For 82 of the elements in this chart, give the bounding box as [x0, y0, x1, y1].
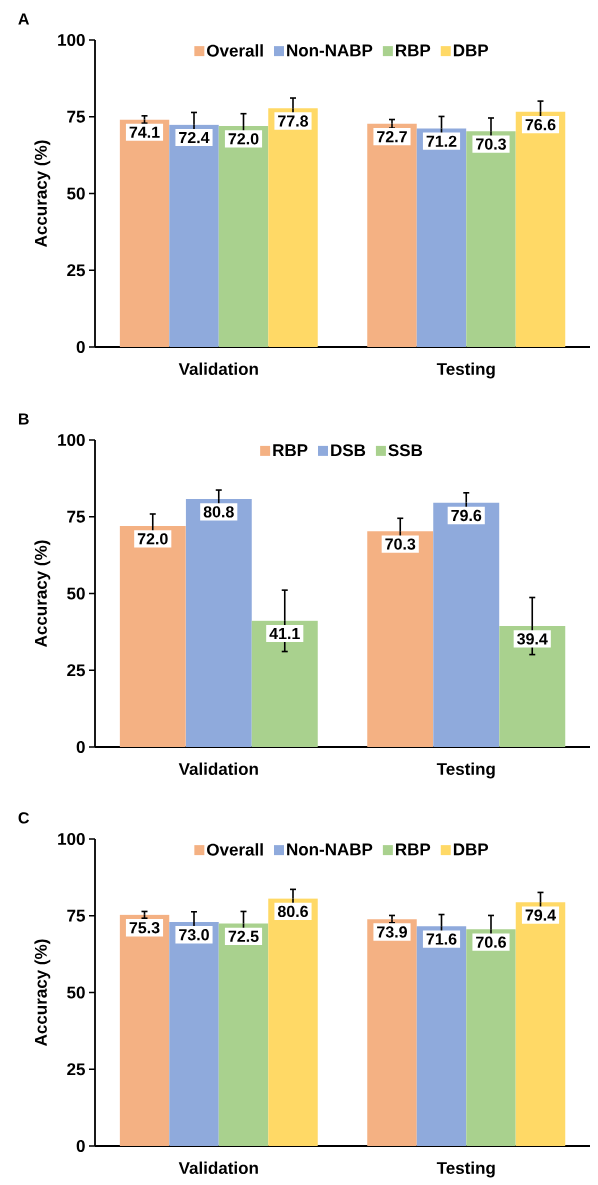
- bar: [268, 898, 318, 1147]
- y-tick-label: 50: [67, 986, 85, 999]
- legend-label: DBP: [453, 843, 489, 856]
- data-label: 79.4: [525, 909, 556, 921]
- x-tick-label: Validation: [178, 762, 258, 776]
- y-tick-label: 25: [67, 264, 85, 277]
- data-label: 80.8: [203, 506, 234, 518]
- data-label: 75.3: [129, 922, 160, 934]
- y-axis-title: Accuracy (%): [34, 140, 51, 247]
- data-label: 72.7: [377, 131, 407, 143]
- data-label: 39.4: [517, 633, 548, 645]
- bar: [416, 128, 467, 347]
- y-tick-label: 75: [67, 909, 85, 922]
- data-label: 72.0: [228, 133, 259, 145]
- data-label: 70.3: [476, 138, 506, 150]
- data-label: 73.0: [179, 929, 209, 941]
- data-label: 72.0: [137, 533, 168, 545]
- bar: [367, 531, 434, 748]
- bar: [218, 923, 269, 1147]
- data-label: 72.4: [179, 131, 210, 144]
- y-tick-label: 100: [58, 433, 85, 447]
- bar: [218, 125, 269, 347]
- y-tick-label: 100: [58, 832, 85, 846]
- data-label: 79.6: [451, 509, 482, 522]
- y-tick-label: 75: [67, 510, 85, 523]
- chart-title: B: [18, 413, 29, 425]
- x-tick-label: Validation: [178, 362, 258, 376]
- data-label: 72.5: [228, 930, 259, 942]
- x-tick-label: Testing: [436, 762, 495, 779]
- data-label: 77.8: [278, 115, 309, 127]
- data-label: 73.9: [377, 926, 407, 938]
- bar: [466, 131, 516, 347]
- data-label: 41.1: [269, 628, 300, 640]
- bar: [433, 502, 500, 748]
- y-axis-title: Accuracy (%): [34, 939, 51, 1046]
- y-axis-title: Accuracy (%): [34, 540, 51, 647]
- data-label: 71.6: [426, 933, 457, 945]
- y-tick-label: 100: [58, 33, 85, 47]
- data-label: 76.6: [525, 119, 556, 131]
- bar: [119, 914, 170, 1147]
- legend-label: DSB: [331, 444, 366, 457]
- bar: [416, 926, 467, 1147]
- data-label: 70.6: [476, 936, 506, 948]
- bar: [367, 919, 417, 1147]
- bar: [169, 921, 219, 1147]
- y-tick-label: 0: [76, 340, 85, 354]
- legend-label: RBP: [396, 44, 431, 57]
- legend-label: SSB: [388, 444, 423, 457]
- x-tick-label: Testing: [436, 1161, 495, 1178]
- y-tick-label: 25: [67, 1063, 85, 1076]
- chart-title: A: [18, 13, 30, 25]
- data-label: 80.6: [277, 905, 308, 918]
- legend-label: DBP: [453, 44, 489, 57]
- x-tick-label: Testing: [436, 362, 495, 379]
- bar: [119, 119, 170, 347]
- y-tick-label: 0: [76, 740, 85, 754]
- x-tick-label: Validation: [178, 1161, 258, 1175]
- y-tick-label: 50: [67, 587, 85, 600]
- bar: [251, 620, 318, 748]
- bar: [515, 902, 566, 1147]
- bar: [185, 498, 252, 748]
- bar: [367, 123, 417, 347]
- y-tick-label: 75: [67, 110, 85, 123]
- legend-label: RBP: [396, 843, 431, 856]
- bar: [119, 525, 186, 748]
- bar: [466, 929, 516, 1147]
- legend-label: Overall: [207, 44, 263, 57]
- chart-title: C: [18, 812, 30, 824]
- bar: [169, 124, 219, 347]
- y-tick-label: 50: [67, 187, 85, 200]
- data-label: 70.3: [385, 538, 416, 550]
- y-tick-label: 0: [76, 1139, 85, 1153]
- data-label: 71.2: [426, 135, 457, 147]
- bar: [515, 111, 566, 347]
- legend-label: RBP: [273, 444, 308, 456]
- legend-label: Non-NABP: [287, 44, 373, 57]
- legend-label: Overall: [207, 843, 263, 856]
- y-tick-label: 25: [67, 664, 85, 677]
- data-label: 74.1: [129, 126, 160, 138]
- bar: [499, 626, 566, 748]
- legend-label: Non-NABP: [287, 843, 373, 856]
- bar: [268, 108, 318, 347]
